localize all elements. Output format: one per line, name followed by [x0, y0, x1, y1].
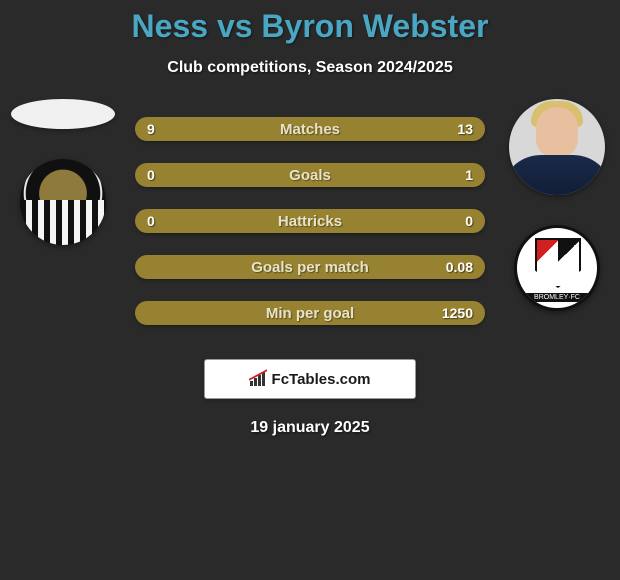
player-photo [509, 99, 605, 195]
stat-left-value: 0 [147, 167, 155, 183]
brand-text: FcTables.com [272, 371, 371, 388]
right-player-column: BROMLEY·FC [502, 99, 612, 311]
player-photo-placeholder [11, 99, 115, 129]
stat-row: 9 Matches 13 [135, 117, 485, 141]
stat-row: 0 Goals 1 [135, 163, 485, 187]
stat-left-value: 0 [147, 213, 155, 229]
right-club-badge-icon: BROMLEY·FC [514, 225, 600, 311]
stat-label: Hattricks [278, 213, 342, 230]
brand-box[interactable]: FcTables.com [204, 359, 416, 399]
date-text: 19 january 2025 [0, 419, 620, 437]
stat-left-value: 9 [147, 121, 155, 137]
stats-list: 9 Matches 13 0 Goals 1 0 Hattricks 0 Goa… [135, 117, 485, 325]
stat-row: 0 Hattricks 0 [135, 209, 485, 233]
stat-label: Goals per match [251, 259, 369, 276]
stat-right-value: 1 [465, 167, 473, 183]
stat-right-value: 1250 [442, 305, 473, 321]
left-club-badge-icon [20, 159, 106, 245]
stat-label: Goals [289, 167, 331, 184]
stat-right-value: 0.08 [446, 259, 473, 275]
stat-label: Min per goal [266, 305, 354, 322]
left-player-column [8, 99, 118, 245]
subtitle: Club competitions, Season 2024/2025 [0, 59, 620, 77]
stat-row: Min per goal 1250 [135, 301, 485, 325]
brand-chart-icon [250, 372, 268, 386]
comparison-area: BROMLEY·FC 9 Matches 13 0 Goals 1 0 Hatt… [0, 99, 620, 349]
stat-right-value: 0 [465, 213, 473, 229]
page-title: Ness vs Byron Webster [0, 0, 620, 45]
stat-right-value: 13 [457, 121, 473, 137]
stat-label: Matches [280, 121, 340, 138]
stat-row: Goals per match 0.08 [135, 255, 485, 279]
